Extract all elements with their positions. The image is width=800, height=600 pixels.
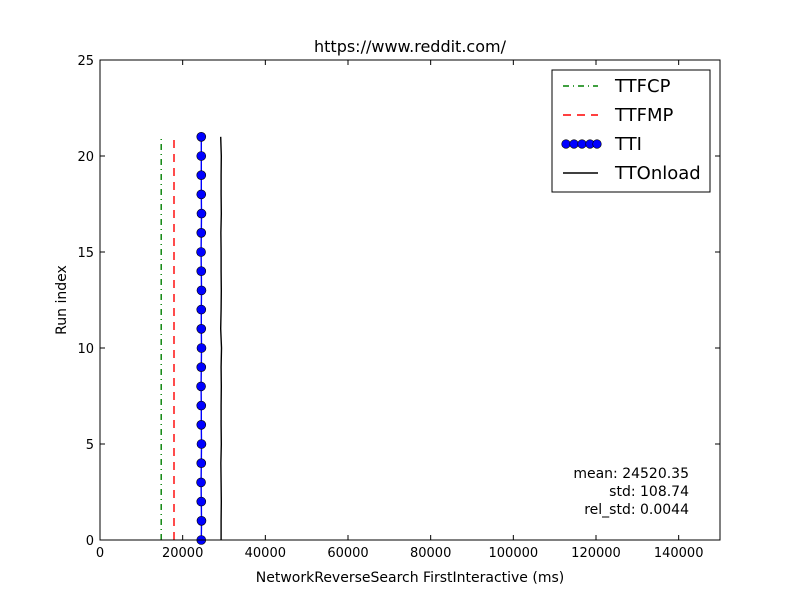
legend-label: TTFCP bbox=[614, 76, 671, 97]
data-point-tti bbox=[196, 189, 207, 200]
data-point-tti bbox=[196, 304, 207, 315]
y-tick-label: 25 bbox=[77, 54, 94, 69]
data-point-tti bbox=[196, 247, 206, 257]
legend: TTFCP TTFMP TTI TTOnload bbox=[551, 69, 711, 193]
stat-annotation: std: 108.74 bbox=[609, 484, 689, 500]
x-tick-label: 140000 bbox=[654, 546, 704, 561]
x-tick-label: 60000 bbox=[327, 546, 368, 561]
y-tick-label: 5 bbox=[86, 438, 94, 453]
x-tick-label: 0 bbox=[96, 546, 104, 561]
legend-item-ttfmp: TTFMP bbox=[563, 105, 674, 126]
data-point-tti bbox=[196, 343, 207, 353]
stat-annotation: mean: 24520.35 bbox=[573, 466, 689, 482]
y-tick-label: 0 bbox=[86, 534, 94, 549]
legend-marker bbox=[577, 139, 587, 149]
y-tick-label: 20 bbox=[77, 150, 94, 165]
stat-annotation: rel_std: 0.0044 bbox=[584, 502, 689, 518]
legend-item-tti: TTI bbox=[561, 134, 642, 155]
x-tick-label: 120000 bbox=[571, 546, 621, 561]
legend-item-ttonload: TTOnload bbox=[563, 163, 701, 184]
legend-marker bbox=[561, 139, 571, 149]
data-point-tti bbox=[196, 208, 207, 219]
data-point-tti bbox=[196, 323, 207, 334]
data-point-tti bbox=[196, 439, 207, 449]
data-point-tti bbox=[196, 419, 207, 430]
x-axis-label: NetworkReverseSearch FirstInteractive (m… bbox=[256, 570, 564, 586]
y-tick-label: 15 bbox=[77, 246, 94, 261]
y-axis-label: Run index bbox=[54, 265, 70, 335]
legend-item-ttfcp: TTFCP bbox=[563, 76, 671, 97]
data-point-tti bbox=[196, 228, 207, 238]
series-tti bbox=[196, 132, 207, 545]
data-point-tti bbox=[196, 132, 207, 142]
data-point-tti bbox=[196, 285, 207, 296]
legend-label: TTFMP bbox=[614, 105, 674, 126]
legend-box bbox=[551, 69, 711, 193]
legend-label: TTI bbox=[614, 134, 642, 155]
plot-area bbox=[160, 132, 223, 545]
x-tick-label: 100000 bbox=[489, 546, 539, 561]
data-point-tti bbox=[196, 458, 207, 469]
series-line-ttonload bbox=[219, 136, 223, 540]
axes: 0 20000 40000 60000 80000 100000 120000 140000 0… bbox=[77, 54, 720, 561]
data-point-tti bbox=[196, 496, 207, 507]
data-point-tti bbox=[196, 515, 207, 526]
data-point-tti bbox=[196, 477, 206, 488]
data-point-tti bbox=[196, 362, 207, 373]
legend-marker bbox=[569, 139, 579, 149]
x-tick-label: 20000 bbox=[162, 546, 203, 561]
stats-annotations: mean: 24520.35 std: 108.74 rel_std: 0.0044 bbox=[573, 466, 689, 518]
data-point-tti bbox=[196, 381, 206, 392]
x-tick-label: 80000 bbox=[410, 546, 451, 561]
x-tick-label: 40000 bbox=[245, 546, 286, 561]
data-point-tti bbox=[196, 266, 207, 277]
chart-title: https://www.reddit.com/ bbox=[314, 37, 507, 56]
legend-marker bbox=[592, 139, 602, 149]
legend-label: TTOnload bbox=[614, 163, 701, 184]
data-point-tti bbox=[196, 400, 207, 411]
y-tick-label: 10 bbox=[77, 342, 94, 357]
data-point-tti bbox=[196, 151, 207, 161]
data-point-tti bbox=[196, 170, 207, 180]
plot-frame bbox=[99, 59, 721, 541]
series-ttonload bbox=[219, 136, 223, 540]
